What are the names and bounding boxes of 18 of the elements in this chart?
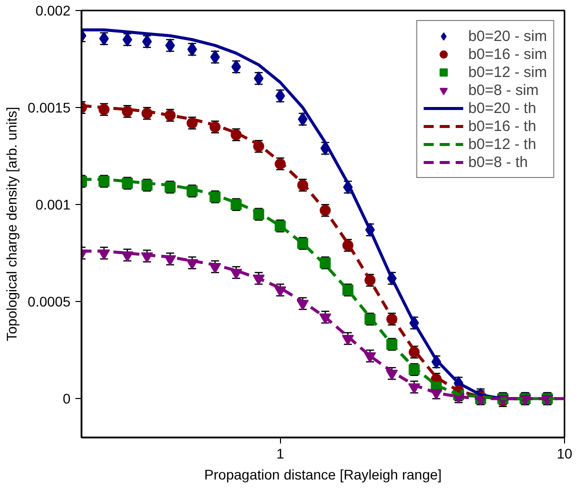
legend-label: b0=20 - th (468, 99, 536, 117)
legend-label: b0=16 - th (468, 117, 536, 135)
legend-label: b0=12 - th (468, 135, 536, 153)
y-tick-label: 0.0005 (28, 294, 71, 310)
y-axis-title: Topological charge density [arb. units] (4, 106, 20, 342)
y-tick-label: 0.001 (35, 196, 71, 213)
y-tick-label: 0.0015 (28, 100, 71, 116)
x-tick-label: 1 (276, 446, 284, 462)
legend-label: b0=16 - sim (468, 45, 547, 63)
legend-label: b0=8 - sim (468, 81, 539, 99)
x-axis-title: Propagation distance [Rayleigh range] (204, 466, 442, 482)
point (274, 286, 286, 297)
x-tick-label: 10 (556, 446, 572, 462)
legend-label: b0=20 - sim (468, 27, 547, 45)
y-tick-label: 0.002 (35, 2, 71, 18)
legend-label: b0=8 - th (468, 153, 528, 171)
legend-label: b0=12 - sim (468, 63, 547, 81)
y-tick-label: 0 (62, 390, 71, 407)
